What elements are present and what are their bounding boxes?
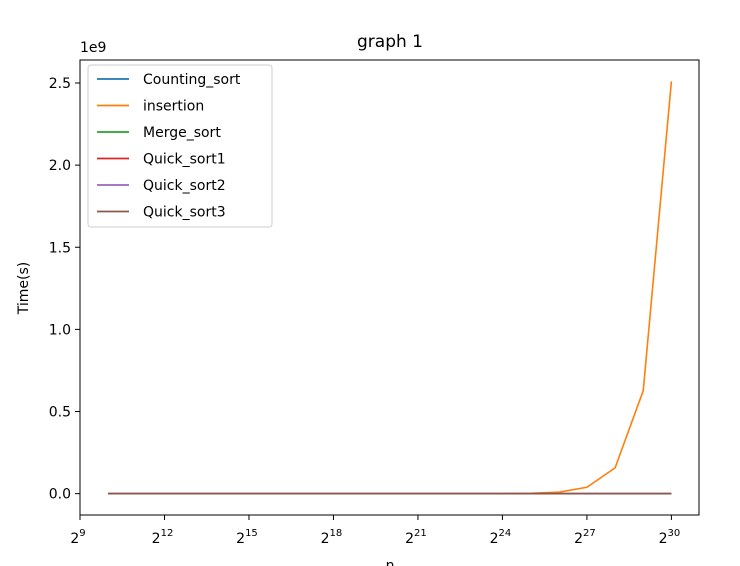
x-tick-label: 224 <box>490 528 512 547</box>
x-tick-label: 218 <box>321 528 343 547</box>
x-tick-label: 227 <box>574 528 596 547</box>
x-axis-label: n <box>386 558 395 566</box>
legend-label: Merge_sort <box>143 125 221 141</box>
y-scale-note: 1e9 <box>80 40 106 56</box>
x-tick-label: 29 <box>70 528 85 547</box>
legend-label: Counting_sort <box>143 72 241 88</box>
x-tick-label: 230 <box>659 528 681 547</box>
legend: Counting_sort insertion Merge_sort Quick_so… <box>87 64 273 228</box>
y-tick-label: 1.5 <box>49 240 71 256</box>
x-axis-ticks: 29 212 215 218 221 224 227 230 <box>70 515 680 547</box>
legend-label: Quick_sort1 <box>143 152 226 168</box>
y-tick-label: 0.5 <box>49 405 71 421</box>
y-tick-label: 0.0 <box>49 487 71 503</box>
chart-title: graph 1 <box>357 32 423 52</box>
plot-frame <box>79 59 700 516</box>
y-tick-label: 2.0 <box>49 158 71 174</box>
plot-lines <box>108 81 673 495</box>
x-tick-label: 221 <box>405 528 427 547</box>
x-tick-label: 215 <box>236 528 258 547</box>
legend-label: insertion <box>143 99 204 115</box>
x-tick-label: 212 <box>152 528 174 547</box>
y-axis-ticks: 0.0 0.5 1.0 1.5 2.0 2.5 <box>49 76 80 503</box>
y-tick-label: 1.0 <box>49 322 71 338</box>
y-tick-label: 2.5 <box>49 76 71 92</box>
legend-box <box>87 64 273 228</box>
legend-label: Quick_sort2 <box>143 178 226 194</box>
y-axis-label: Time(s) <box>16 262 32 315</box>
legend-label: Quick_sort3 <box>143 205 226 221</box>
